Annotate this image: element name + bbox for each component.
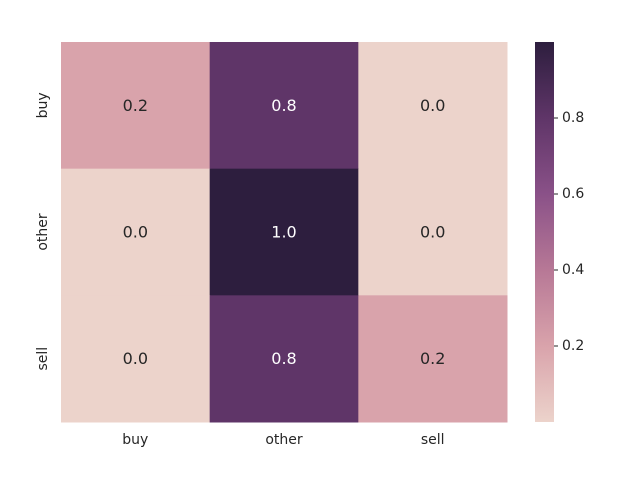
x-axis: buy other sell — [122, 432, 444, 448]
colorbar-tick-label-0.8: 0.8 — [562, 110, 584, 126]
heatmap-cell-other-buy — [61, 168, 211, 296]
x-tick-label-other: other — [265, 432, 303, 448]
cell-label-sell-buy: 0.0 — [123, 349, 148, 368]
heatmap-cell-buy-buy — [61, 42, 211, 170]
heatmap-cell-buy-sell — [358, 42, 508, 170]
colorbar-tick-label-0.4: 0.4 — [562, 262, 584, 278]
heatmap-cells — [61, 42, 508, 423]
cell-label-buy-buy: 0.2 — [123, 96, 148, 115]
heatmap-cell-other-other — [209, 168, 359, 296]
colorbar-gradient — [535, 42, 554, 422]
y-tick-label-other: other — [35, 213, 51, 251]
cell-label-sell-other: 0.8 — [271, 349, 296, 368]
cell-label-other-buy: 0.0 — [123, 223, 148, 242]
cell-label-buy-sell: 0.0 — [420, 96, 445, 115]
cell-label-other-other: 1.0 — [271, 223, 296, 242]
heatmap-cell-buy-other — [209, 42, 359, 170]
cell-label-sell-sell: 0.2 — [420, 349, 445, 368]
colorbar-tick-label-0.2: 0.2 — [562, 338, 584, 354]
y-axis: buy other sell — [35, 92, 51, 370]
heatmap-cell-other-sell — [358, 168, 508, 296]
heatmap-cell-labels: 0.2 0.8 0.0 0.0 1.0 0.0 0.0 0.8 0.2 — [123, 96, 446, 368]
y-tick-label-buy: buy — [35, 92, 51, 118]
x-tick-label-buy: buy — [122, 432, 148, 448]
y-tick-label-sell: sell — [35, 347, 51, 371]
colorbar-tick-label-0.6: 0.6 — [562, 186, 584, 202]
x-tick-label-sell: sell — [421, 432, 445, 448]
heatmap-cell-sell-sell — [358, 295, 508, 423]
colorbar: 0.2 0.4 0.6 0.8 — [535, 42, 584, 422]
heatmap-cell-sell-buy — [61, 295, 211, 423]
cell-label-buy-other: 0.8 — [271, 96, 296, 115]
heatmap-cell-sell-other — [209, 295, 359, 423]
cell-label-other-sell: 0.0 — [420, 223, 445, 242]
